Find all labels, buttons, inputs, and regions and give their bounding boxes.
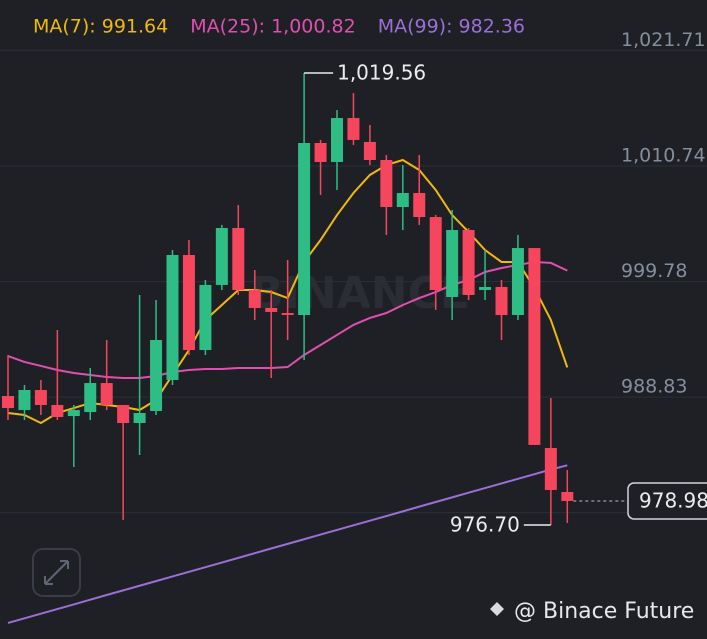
- high-label: 1,019.56: [337, 60, 426, 84]
- y-tick-label: 1,010.74: [621, 144, 706, 166]
- candle-body: [281, 313, 294, 316]
- expand-button[interactable]: [32, 548, 81, 597]
- candle-body: [2, 396, 14, 409]
- low-label: 976.70: [450, 512, 520, 536]
- candle-body: [100, 383, 113, 405]
- candle-body: [298, 143, 311, 316]
- candle-body: [396, 192, 409, 208]
- candle-body: [429, 217, 442, 291]
- candle-body: [561, 491, 574, 501]
- candle-body: [331, 118, 343, 162]
- candle-body: [34, 390, 47, 405]
- footer: @ Binace Future: [514, 599, 694, 624]
- last-price-label: 978.98: [639, 488, 707, 512]
- ma-line: [7, 464, 568, 624]
- candle-body: [182, 255, 195, 351]
- candle-body: [265, 307, 278, 312]
- candle-body: [495, 286, 508, 316]
- candle-body: [51, 404, 64, 418]
- candle-body: [150, 340, 163, 411]
- legend-entry: MA(25): 1,000.82: [190, 16, 355, 38]
- candle-body: [248, 290, 261, 308]
- candle-body: [380, 159, 393, 208]
- candle-body: [18, 390, 31, 411]
- y-tick-label: 1,021.71: [621, 29, 706, 51]
- candle-body: [67, 410, 80, 417]
- candle-body: [446, 230, 459, 297]
- candle-body: [347, 118, 360, 140]
- candle-body: [479, 286, 492, 291]
- candle-body: [314, 143, 327, 162]
- candle-body: [133, 412, 146, 424]
- candle-body: [84, 383, 97, 413]
- candle-body: [166, 255, 179, 380]
- candle-body: [462, 230, 475, 295]
- candle-body: [215, 228, 228, 285]
- y-tick-label: 988.83: [621, 376, 687, 398]
- legend-entry: MA(99): 982.36: [378, 16, 525, 38]
- candle-body: [528, 248, 541, 445]
- candle-body: [413, 192, 426, 218]
- footer-logo: [490, 602, 504, 616]
- candle-body: [117, 404, 130, 424]
- candle-body: [232, 228, 245, 291]
- legend-entry: MA(7): 991.64: [33, 16, 168, 38]
- candle-body: [199, 284, 212, 351]
- y-tick-label: 999.78: [621, 260, 687, 282]
- candle-body: [363, 141, 376, 160]
- candle-body: [544, 448, 557, 490]
- candle-body: [511, 248, 524, 316]
- last-price-box: [627, 482, 707, 520]
- expand-icon: [44, 560, 69, 585]
